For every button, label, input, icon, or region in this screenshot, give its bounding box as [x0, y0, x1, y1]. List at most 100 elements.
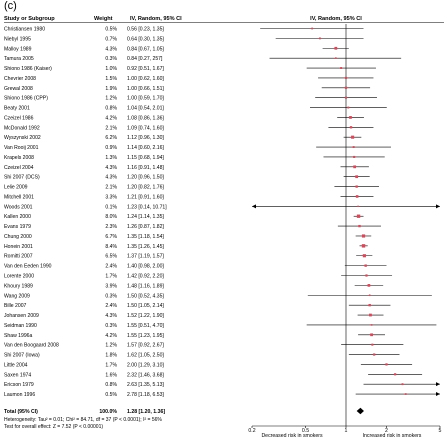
- study-name: Romitti 2007: [4, 254, 33, 260]
- point-estimate: [311, 27, 314, 30]
- point-estimate: [370, 324, 373, 326]
- point-estimate: [355, 185, 358, 188]
- point-estimate: [349, 116, 352, 119]
- study-name: Van den Boogaard 2008: [4, 343, 59, 349]
- x-tick-label: 0.2: [248, 428, 255, 434]
- study-name: Shi 2007 (Iowa): [4, 353, 40, 359]
- point-estimate: [369, 313, 372, 317]
- study-ci: 1.20 [0.96, 1.50]: [127, 175, 164, 181]
- point-estimate: [361, 234, 366, 238]
- study-name: Wang 2009: [4, 293, 30, 299]
- x-tick-label: 0.5: [302, 428, 309, 434]
- x-tick-label: 1: [345, 428, 348, 434]
- heterogeneity-note: Heterogeneity: Tau² = 0.01; Chi² = 84.71…: [4, 417, 162, 423]
- study-ci: 1.08 [0.86, 1.36]: [127, 115, 164, 121]
- study-weight: 0.1%: [105, 204, 117, 210]
- study-name: McDonald 1992: [4, 125, 40, 131]
- study-ci: 1.48 [1.16, 1.89]: [127, 283, 164, 289]
- study-ci: 1.15 [0.68, 1.94]: [127, 155, 164, 161]
- study-name: Shiono 1986 (Kaiser): [4, 66, 52, 72]
- study-ci: 2.32 [1.46, 3.68]: [127, 372, 164, 378]
- ci-arrow-right: [436, 382, 440, 387]
- study-ci: 1.37 [1.19, 1.57]: [127, 254, 164, 260]
- study-ci: 1.00 [0.62, 1.60]: [127, 76, 164, 82]
- study-weight: 6.7%: [105, 234, 117, 240]
- study-name: Beaty 2001: [4, 106, 30, 112]
- study-ci: 1.00 [0.66, 1.51]: [127, 86, 164, 92]
- point-estimate: [385, 363, 388, 366]
- study-ci: 1.16 [0.91, 1.48]: [127, 165, 164, 171]
- point-estimate: [404, 393, 407, 395]
- study-weight: 1.3%: [105, 155, 117, 161]
- study-weight: 1.5%: [105, 76, 117, 82]
- point-estimate: [352, 146, 355, 149]
- study-weight: 1.7%: [105, 274, 117, 280]
- study-weight: 2.4%: [105, 264, 117, 270]
- axis-label-right: Increased risk in smokers: [363, 433, 422, 439]
- point-estimate: [365, 274, 368, 277]
- point-estimate: [373, 353, 376, 356]
- study-weight: 4.3%: [105, 313, 117, 319]
- study-name: Czeizel 2004: [4, 165, 34, 171]
- study-weight: 0.3%: [105, 323, 117, 329]
- study-ci: 1.52 [1.22, 1.90]: [127, 313, 164, 319]
- study-name: Wyszynski 2002: [4, 135, 41, 141]
- total-weight: 100.0%: [99, 409, 117, 415]
- study-weight: 0.9%: [105, 145, 117, 151]
- study-name: Saxen 1974: [4, 372, 31, 378]
- study-name: Evans 1979: [4, 224, 31, 230]
- study-ci: 1.55 [0.51, 4.70]: [127, 323, 164, 329]
- study-weight: 0.5%: [105, 27, 117, 33]
- study-weight: 0.8%: [105, 106, 117, 112]
- study-weight: 4.3%: [105, 175, 117, 181]
- study-weight: 8.0%: [105, 214, 117, 220]
- study-weight: 1.8%: [105, 353, 117, 359]
- study-ci: 1.12 [0.96, 1.30]: [127, 135, 164, 141]
- study-ci: 0.64 [0.30, 1.35]: [127, 36, 164, 42]
- total-label: Total (95% CI): [4, 409, 38, 415]
- study-weight: 1.9%: [105, 86, 117, 92]
- study-ci: 1.50 [0.52, 4.35]: [127, 293, 164, 299]
- point-estimate: [364, 264, 367, 267]
- study-ci: 1.26 [0.87, 1.82]: [127, 224, 164, 230]
- point-estimate: [340, 67, 343, 69]
- study-name: Ericson 1979: [4, 382, 34, 388]
- study-ci: 1.35 [1.18, 1.54]: [127, 234, 164, 240]
- study-ci: 0.84 [0.27, 257]: [127, 56, 163, 62]
- study-name: Chevrier 2008: [4, 76, 36, 82]
- study-ci: 0.56 [0.23, 1.35]: [127, 27, 164, 33]
- ci-arrow-left: [252, 204, 256, 209]
- study-name: Czeizel 1986: [4, 115, 34, 121]
- study-ci: 1.40 [0.98, 2.00]: [127, 264, 164, 270]
- study-weight: 4.2%: [105, 333, 117, 339]
- point-estimate: [356, 214, 361, 218]
- point-estimate: [355, 175, 359, 179]
- study-ci: 2.63 [1.35, 5.13]: [127, 382, 164, 388]
- study-weight: 1.6%: [105, 372, 117, 378]
- x-tick-label: 2: [385, 428, 388, 434]
- study-ci: 1.00 [0.59, 1.70]: [127, 96, 164, 102]
- column-header-study: Study or Subgroup: [4, 16, 55, 22]
- study-ci: 1.23 [0.14, 10.71]: [127, 204, 167, 210]
- point-estimate: [344, 76, 348, 79]
- study-ci: 1.57 [0.92, 2.67]: [127, 343, 164, 349]
- study-weight: 8.4%: [105, 244, 117, 250]
- total-ci: 1.28 [1.20, 1.36]: [127, 409, 165, 415]
- study-weight: 4.2%: [105, 115, 117, 121]
- study-name: Little 2004: [4, 362, 28, 368]
- study-name: Woods 2001: [4, 204, 33, 210]
- study-ci: 1.42 [0.92, 2.20]: [127, 274, 164, 280]
- panel-label: (c): [4, 0, 17, 12]
- point-estimate: [357, 205, 359, 208]
- study-name: Shi 2007 (DCS): [4, 175, 40, 181]
- study-weight: 2.4%: [105, 303, 117, 309]
- study-name: Christiansen 1980: [4, 27, 45, 33]
- point-estimate: [349, 126, 353, 129]
- study-ci: 1.09 [0.74, 1.60]: [127, 125, 164, 131]
- study-weight: 2.3%: [105, 224, 117, 230]
- study-name: Krapels 2008: [4, 155, 34, 161]
- study-name: Khoury 1989: [4, 283, 33, 289]
- study-weight: 0.5%: [105, 392, 117, 398]
- study-ci: 1.24 [1.14, 1.35]: [127, 214, 164, 220]
- column-header-weight: Weight: [94, 16, 113, 22]
